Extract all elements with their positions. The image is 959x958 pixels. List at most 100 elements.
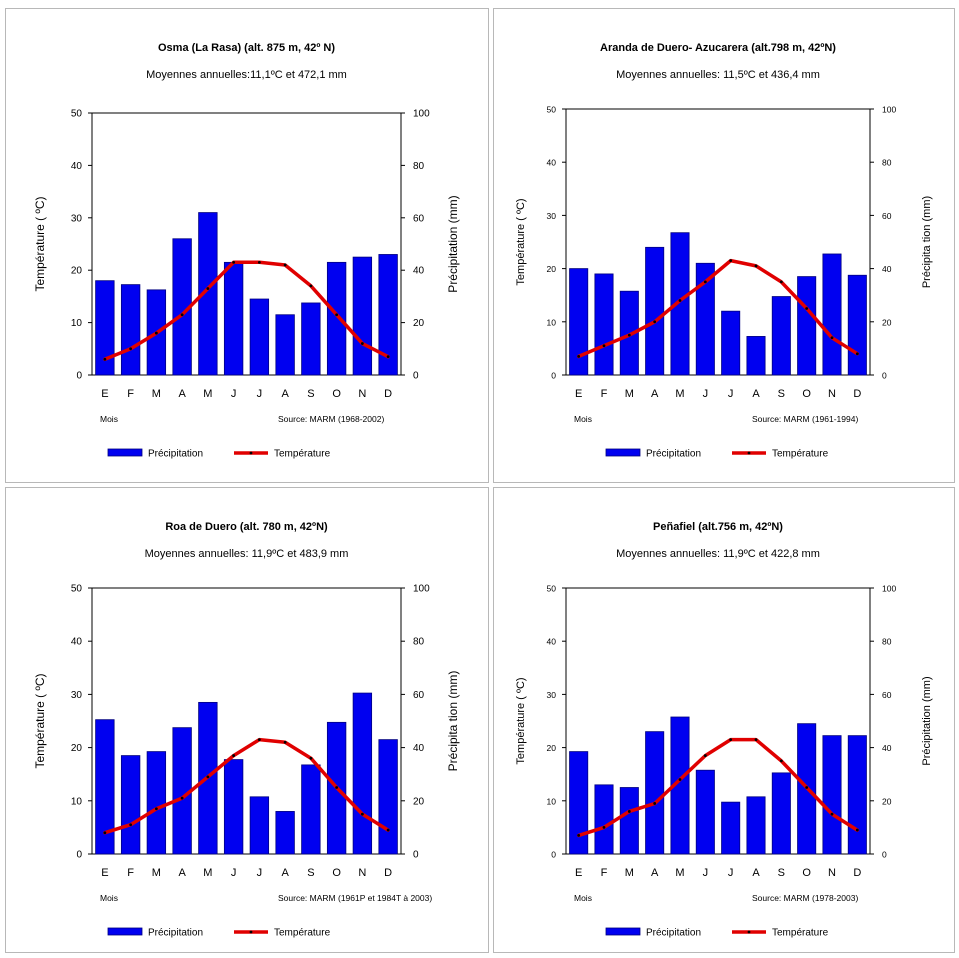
right-tick-label: 40	[413, 266, 425, 277]
chart-subtitle: Moyennes annuelles:11,1ºC et 472,1 mm	[146, 69, 347, 81]
precip-bar	[275, 314, 295, 376]
precip-bar	[645, 246, 665, 376]
month-label: A	[281, 388, 289, 400]
month-label: J	[728, 867, 734, 879]
left-tick-label: 10	[71, 318, 83, 329]
x-axis-label: Mois	[100, 414, 118, 424]
chart-title: Osma (La Rasa) (alt. 875 m, 42º N)	[158, 42, 335, 54]
precip-bar	[847, 735, 867, 855]
precip-bar	[822, 735, 842, 855]
temperature-line	[103, 260, 390, 362]
left-tick-label: 30	[547, 690, 557, 700]
month-label: A	[178, 388, 186, 400]
right-tick-label: 40	[882, 743, 892, 753]
left-tick-label: 0	[551, 371, 556, 381]
left-tick-label: 20	[71, 743, 83, 754]
plot-area	[565, 587, 871, 855]
month-label: A	[651, 388, 659, 400]
source-note: Source: MARM (1961-1994)	[752, 414, 858, 424]
precip-bar	[95, 280, 115, 376]
chart-svg: Roa de Duero (alt. 780 m, 42ºN) Moyennes …	[33, 521, 460, 939]
month-label: S	[778, 867, 785, 879]
temperature-point	[779, 759, 783, 763]
temperature-point	[154, 807, 158, 811]
temperature-point	[283, 740, 287, 744]
month-label: N	[828, 388, 836, 400]
precip-bar	[352, 692, 373, 855]
month-label: N	[358, 388, 366, 400]
y-axis-label-left: Température ( ºC)	[33, 673, 47, 768]
left-tick-label: 30	[71, 213, 83, 224]
temperature-point	[309, 756, 313, 760]
precip-bar	[326, 261, 347, 376]
precip-bar	[146, 751, 167, 855]
temperature-point	[206, 775, 210, 779]
legend-bar-swatch	[107, 927, 143, 936]
month-label: M	[625, 388, 634, 400]
month-label: O	[332, 388, 341, 400]
precip-bar	[619, 290, 639, 376]
month-label: M	[203, 867, 212, 879]
right-tick-label: 20	[413, 318, 425, 329]
temperature-point	[360, 812, 364, 816]
month-label: E	[101, 867, 108, 879]
legend-line-marker	[249, 930, 253, 934]
y-axis-label-right: Précipita tion (mm)	[446, 671, 460, 772]
temperature-point	[805, 307, 809, 310]
temperature-point	[232, 260, 236, 264]
precip-bar	[120, 755, 141, 855]
legend-line-marker	[747, 451, 751, 455]
temperature-point	[805, 786, 809, 789]
temperature-line	[576, 737, 860, 838]
precip-bar	[198, 212, 218, 376]
month-label: A	[752, 867, 760, 879]
plot-area	[565, 108, 871, 376]
temperature-point	[653, 802, 657, 805]
temperature-point	[729, 738, 733, 742]
right-tick-label: 100	[413, 109, 430, 120]
legend-bar-swatch	[107, 448, 143, 457]
precip-bar	[569, 268, 589, 376]
temperature-point	[627, 333, 631, 337]
temperature-point	[129, 823, 133, 827]
temperature-point	[283, 263, 287, 267]
month-label: F	[601, 867, 608, 879]
month-label: S	[307, 867, 314, 879]
temperature-point	[855, 828, 859, 832]
temperature-line	[103, 737, 390, 835]
month-label: J	[728, 388, 734, 400]
right-tick-label: 100	[882, 105, 896, 115]
precip-bar	[822, 253, 842, 376]
y-axis-label-left: Température ( ºC)	[515, 198, 527, 285]
temperature-point	[386, 355, 390, 359]
temperature-point	[180, 796, 184, 800]
left-tick-label: 20	[71, 266, 83, 277]
temperature-point	[855, 352, 859, 356]
temperature-point	[103, 831, 107, 835]
legend-line-marker	[747, 930, 751, 934]
precip-bar	[645, 731, 665, 855]
left-tick-label: 10	[71, 796, 83, 807]
left-tick-label: 40	[547, 158, 557, 168]
precip-bar	[594, 273, 614, 376]
plot-area	[91, 112, 402, 376]
precip-bar	[670, 716, 690, 855]
month-label: E	[575, 388, 582, 400]
legend-bar-swatch	[605, 927, 641, 936]
temperature-line	[576, 258, 860, 359]
month-label: D	[384, 867, 392, 879]
precip-bar	[594, 784, 614, 855]
chart-svg: Osma (La Rasa) (alt. 875 m, 42º N) Moyenn…	[33, 42, 460, 460]
month-label: A	[752, 388, 760, 400]
temperature-point	[678, 778, 682, 781]
temperature-point	[602, 344, 606, 348]
y-axis-label-left: Température ( ºC)	[515, 677, 527, 764]
left-tick-label: 0	[551, 850, 556, 860]
precip-bar	[746, 336, 766, 376]
x-axis-label: Mois	[574, 893, 592, 903]
left-tick-label: 0	[76, 850, 82, 861]
month-label: M	[152, 867, 161, 879]
temperature-point	[653, 320, 657, 324]
y-axis-label-right: Précipitation (mm)	[446, 195, 460, 292]
precip-bar	[771, 296, 791, 376]
